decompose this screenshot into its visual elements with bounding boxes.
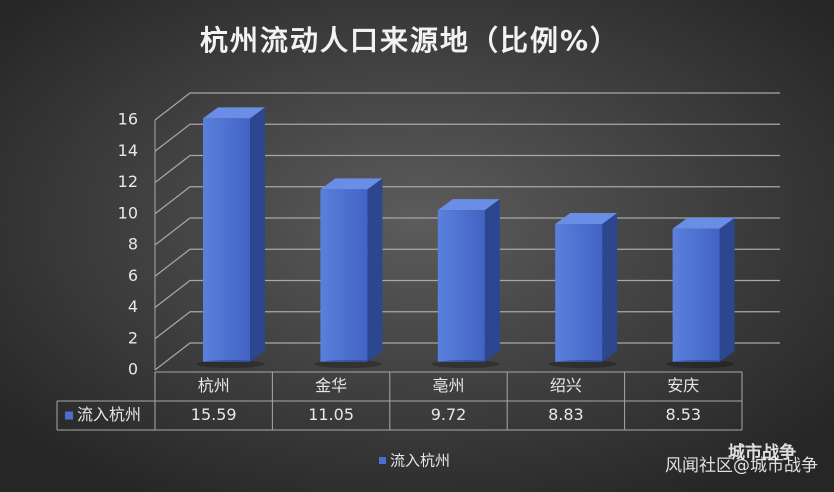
bar-side xyxy=(250,107,265,362)
bar-side xyxy=(367,178,383,362)
chart-title: 杭州流动人口来源地（比例%） xyxy=(200,24,620,57)
bar xyxy=(437,210,485,362)
grid-line xyxy=(154,92,780,121)
y-tick-label: 2 xyxy=(128,328,138,347)
grid-line xyxy=(154,123,780,152)
table-value: 11.05 xyxy=(308,405,354,424)
bar-top xyxy=(320,178,383,190)
watermark-source: 风闻社区@城市战争 xyxy=(665,456,818,476)
bar xyxy=(672,228,720,362)
bar-side xyxy=(484,199,500,362)
bar-side xyxy=(602,213,618,362)
bar-top xyxy=(672,217,735,229)
bar-shadow xyxy=(548,360,617,368)
watermark-account: 城市战争 xyxy=(728,442,796,463)
grid-line xyxy=(154,154,780,183)
bar xyxy=(203,118,250,362)
y-tick-label: 10 xyxy=(118,203,138,222)
y-tick-label: 16 xyxy=(118,110,138,129)
table-value: 8.53 xyxy=(665,405,701,424)
x-tick-label: 金华 xyxy=(315,376,347,395)
legend-key xyxy=(65,411,73,420)
x-tick-label: 绍兴 xyxy=(550,376,582,395)
y-tick-label: 6 xyxy=(128,266,138,285)
bar-shadow xyxy=(196,360,265,368)
x-tick-label: 亳州 xyxy=(432,376,464,395)
plot: 0 2 4 6 8 10 12 14 16 杭州 15.59 金华 11.05 亳州 9.72 绍兴 8.83 安… xyxy=(56,92,780,470)
grid-line xyxy=(154,186,780,215)
bar xyxy=(555,224,603,362)
x-tick-label: 杭州 xyxy=(198,376,230,395)
y-tick-label: 8 xyxy=(128,235,138,254)
table-value: 8.83 xyxy=(548,405,584,424)
y-tick-label: 4 xyxy=(128,297,138,316)
bar-shadow xyxy=(666,360,735,368)
bar-top xyxy=(203,107,265,119)
y-tick-label: 0 xyxy=(128,360,138,379)
y-tick-label: 14 xyxy=(118,141,138,160)
table-value: 9.72 xyxy=(431,405,467,424)
bar-top xyxy=(555,213,618,225)
x-tick-label: 安庆 xyxy=(667,376,699,395)
bar-shadow xyxy=(313,360,382,368)
bar-top xyxy=(437,199,500,211)
table-series-name: 流入杭州 xyxy=(77,405,141,424)
legend-label: 流入杭州 xyxy=(390,452,450,470)
legend-key xyxy=(379,457,386,464)
y-tick-label: 12 xyxy=(118,172,138,191)
bar-shadow xyxy=(431,360,500,368)
bar-side xyxy=(719,217,735,362)
table-value: 15.59 xyxy=(191,405,237,424)
bar xyxy=(320,189,368,362)
